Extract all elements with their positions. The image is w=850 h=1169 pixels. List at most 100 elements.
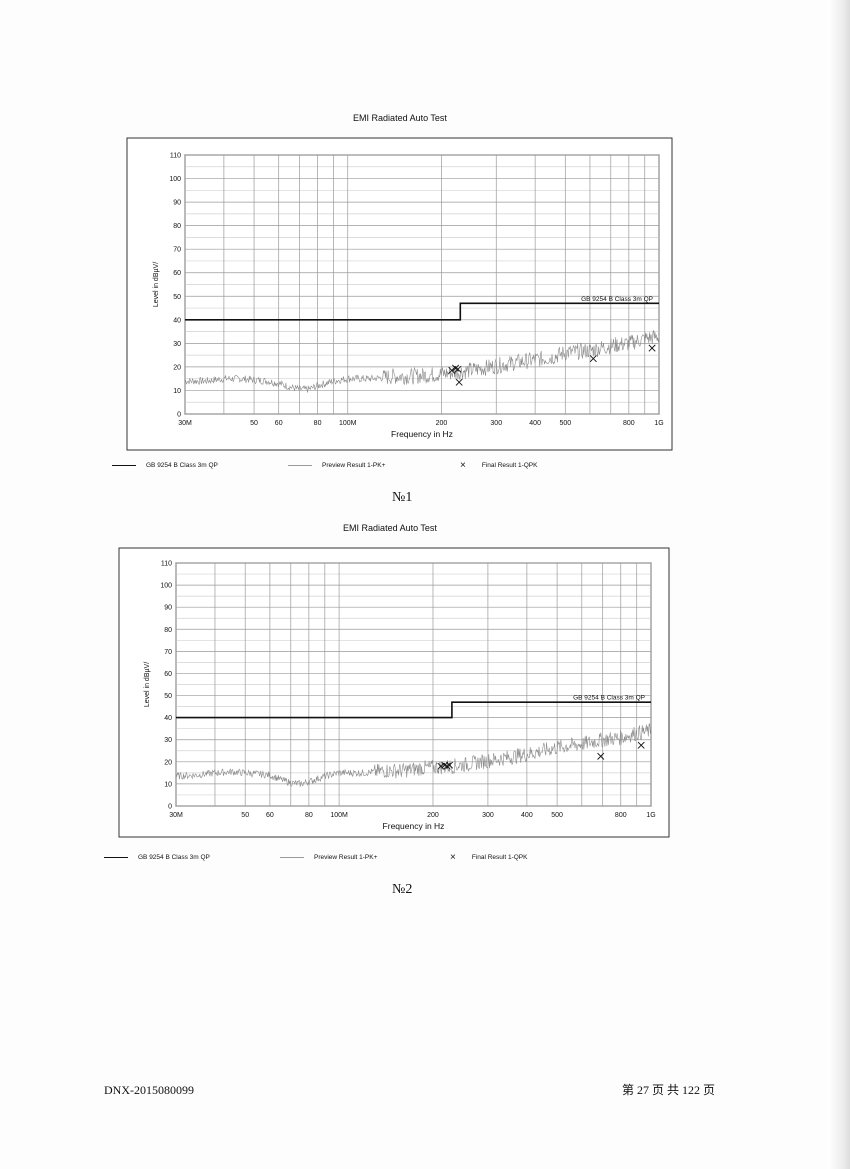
chart-2-y-axis-label: Level in dBµV/ <box>144 662 151 707</box>
cross-stroke <box>589 355 597 363</box>
chart-2-x-tick-label: 1G <box>646 812 655 819</box>
legend-label: Preview Result 1-PK+ <box>314 854 378 861</box>
chart-2-y-tick-label: 50 <box>164 693 172 700</box>
chart-1-x-tick-label: 800 <box>623 420 635 427</box>
chart-1-limit-line-label: GB 9254 B Class 3m QP <box>581 296 653 303</box>
chart-1-y-tick-label: 80 <box>173 223 181 230</box>
chart-1-legend-preview: Preview Result 1-PK+ <box>288 462 385 469</box>
cross-stroke <box>637 741 645 749</box>
chart-1-x-tick-label: 500 <box>559 420 571 427</box>
chart-1-x-tick-label: 30M <box>178 420 192 427</box>
chart-2-final-result-point <box>446 761 454 769</box>
cross-stroke <box>452 364 460 372</box>
cross-marker-icon: × <box>460 460 466 471</box>
chart-2-y-tick-label: 80 <box>164 627 172 634</box>
chart-1-x-tick-label: 300 <box>490 420 502 427</box>
chart-2-x-tick-label: 30M <box>169 812 183 819</box>
chart-1-x-tick-label: 60 <box>275 420 283 427</box>
chart-2-y-tick-label: 20 <box>164 759 172 766</box>
chart-2-title: EMI Radiated Auto Test <box>343 523 437 533</box>
cross-marker-icon: × <box>450 852 456 863</box>
legend-label: Preview Result 1-PK+ <box>322 462 386 469</box>
chart-2-legend-preview: Preview Result 1-PK+ <box>280 854 377 861</box>
chart-1-title: EMI Radiated Auto Test <box>353 113 447 123</box>
chart-2-x-tick-label: 60 <box>266 812 274 819</box>
chart-2-final-result-point <box>597 752 605 760</box>
chart-1-x-tick-label: 1G <box>654 420 663 427</box>
chart-1-y-tick-label: 100 <box>169 176 181 183</box>
cross-stroke <box>443 762 451 770</box>
chart-2-y-tick-label: 30 <box>164 737 172 744</box>
legend-label: GB 9254 B Class 3m QP <box>138 854 210 861</box>
chart-2-final-result-point <box>443 762 451 770</box>
chart-1-legend-limit: GB 9254 B Class 3m QP <box>112 462 218 469</box>
cross-stroke <box>597 752 605 760</box>
chart-1-limit-line <box>185 302 659 321</box>
chart-2-y-tick-label: 70 <box>164 649 172 656</box>
cross-stroke <box>455 378 463 386</box>
legend-line-swatch <box>288 465 312 466</box>
chart-1-final-result-point <box>589 355 597 363</box>
chart-1-final-result-point <box>648 344 656 352</box>
scan-shadow-edge <box>828 0 850 1169</box>
chart-2-x-tick-label: 80 <box>305 812 313 819</box>
cross-stroke <box>454 365 462 373</box>
chart-2-y-tick-label: 40 <box>164 715 172 722</box>
chart-1-x-tick-label: 80 <box>314 420 322 427</box>
chart-1-legend-final: × Final Result 1-QPK <box>460 460 537 471</box>
chart-2-y-tick-label: 0 <box>168 804 172 811</box>
chart-2-x-tick-label: 50 <box>241 812 249 819</box>
legend-line-swatch <box>104 857 128 858</box>
chart-2-limit-line-label: GB 9254 B Class 3m QP <box>573 695 645 702</box>
chart-1-y-tick-label: 10 <box>173 388 181 395</box>
chart-1-y-tick-label: 30 <box>173 341 181 348</box>
cross-stroke <box>648 344 656 352</box>
chart-1-x-axis-label: Frequency in Hz <box>391 429 453 439</box>
chart-2-y-tick-label: 10 <box>164 781 172 788</box>
chart-2-final-result-point <box>637 741 645 749</box>
chart-1-y-tick-label: 60 <box>173 270 181 277</box>
chart-1-y-tick-label: 20 <box>173 364 181 371</box>
chart-1-y-axis-label: Level in dBµV/ <box>153 262 160 307</box>
page-counter: 第 27 页 共 122 页 <box>622 1083 716 1097</box>
chart-1-y-tick-label: 90 <box>173 200 181 207</box>
chart-2-legend-limit: GB 9254 B Class 3m QP <box>104 854 210 861</box>
chart-2-x-tick-label: 400 <box>521 812 533 819</box>
chart-2-preview-series-line <box>175 723 652 787</box>
chart-2-y-tick-label: 100 <box>160 583 172 590</box>
figure-caption-1: №1 <box>392 490 413 505</box>
legend-label: Final Result 1-QPK <box>481 462 538 469</box>
legend-label: Final Result 1-QPK <box>471 854 528 861</box>
chart-2-limit-line <box>176 701 651 719</box>
cross-stroke <box>448 366 456 374</box>
chart-2-y-tick-label: 110 <box>161 561 172 568</box>
chart-1-x-tick-label: 200 <box>436 420 448 427</box>
chart-1-x-tick-label: 100M <box>339 420 357 427</box>
chart-1-final-result-point <box>455 378 463 386</box>
chart-2-y-tick-label: 90 <box>164 605 172 612</box>
chart-2-legend-final: × Final Result 1-QPK <box>450 852 527 863</box>
legend-line-swatch <box>112 465 136 466</box>
chart-2-x-axis-label: Frequency in Hz <box>383 821 445 831</box>
chart-1-x-tick-label: 400 <box>529 420 541 427</box>
chart-2-x-tick-label: 100M <box>330 812 348 819</box>
chart-1-final-result-point <box>452 364 460 372</box>
chart-1-y-tick-label: 110 <box>170 153 181 160</box>
legend-label: GB 9254 B Class 3m QP <box>146 462 218 469</box>
chart-2-y-tick-label: 60 <box>164 671 172 678</box>
chart-1-preview-series-line <box>184 330 660 393</box>
chart-1-y-tick-label: 50 <box>173 294 181 301</box>
chart-2-x-tick-label: 500 <box>551 812 563 819</box>
chart-1-x-tick-label: 50 <box>250 420 258 427</box>
chart-1-final-result-point <box>448 366 456 374</box>
legend-line-swatch <box>280 857 304 858</box>
chart-2-x-tick-label: 200 <box>427 812 439 819</box>
chart-1-final-result-point <box>454 365 462 373</box>
chart-2-x-tick-label: 800 <box>615 812 627 819</box>
chart-1-y-tick-label: 40 <box>173 317 181 324</box>
cross-stroke <box>446 761 454 769</box>
report-number: DNX-2015080099 <box>104 1083 194 1097</box>
figure-caption-2: №2 <box>392 882 413 897</box>
chart-2-x-tick-label: 300 <box>482 812 494 819</box>
